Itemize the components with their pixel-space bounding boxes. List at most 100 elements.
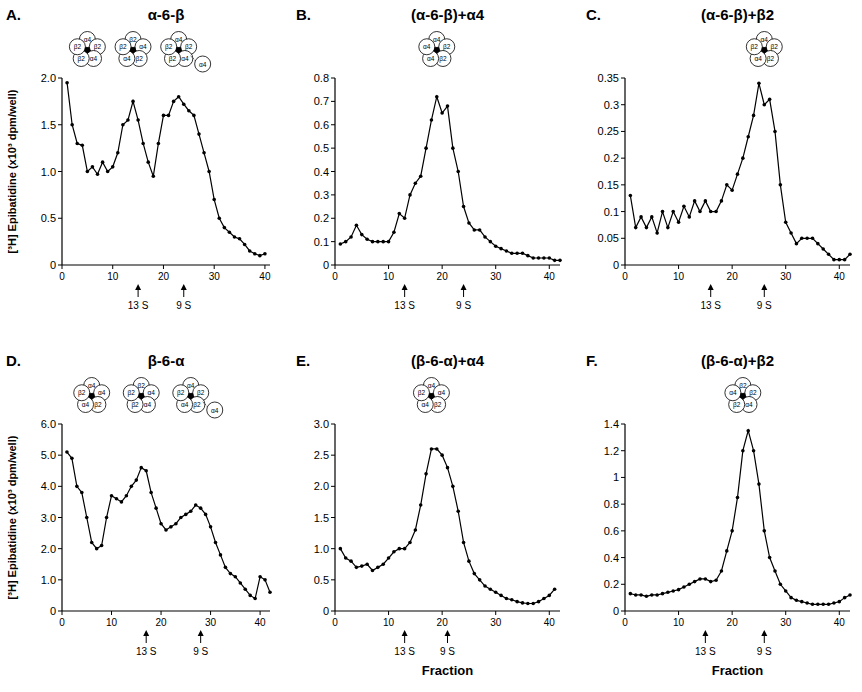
subunit-label: β2: [94, 401, 102, 409]
point: [179, 516, 183, 520]
y-tick: [621, 104, 625, 105]
marker-arrow: [181, 284, 187, 297]
point: [199, 506, 203, 510]
pore: [428, 393, 435, 399]
point: [773, 569, 777, 573]
point: [152, 174, 156, 178]
point: [714, 210, 718, 214]
subunit: [195, 56, 211, 72]
point: [263, 252, 267, 256]
marker-arrow: [143, 630, 149, 643]
arrow-head: [445, 630, 451, 636]
point: [843, 596, 847, 600]
point: [779, 183, 783, 187]
point: [446, 466, 450, 470]
panel-letter: A.: [6, 6, 21, 23]
point: [387, 556, 391, 560]
marker-arrow: [708, 284, 714, 297]
point: [446, 104, 450, 108]
point: [85, 516, 89, 520]
subunit-label: α4: [139, 43, 147, 50]
data: [65, 450, 272, 600]
subunit-label: α4: [199, 61, 207, 68]
y-tick: [331, 148, 335, 149]
point: [515, 252, 519, 256]
x-tick: [62, 265, 63, 269]
subunit-label: α4: [761, 36, 769, 43]
point: [720, 199, 724, 203]
point: [169, 525, 173, 529]
y-axis-title: [³H] Epibatidine (x10³ dpm/well): [6, 89, 18, 253]
point: [116, 151, 120, 155]
y-tick: [621, 584, 625, 585]
pore: [130, 47, 137, 53]
point: [634, 593, 638, 597]
point: [843, 258, 847, 262]
title: (α-6-β)+β2: [701, 6, 774, 23]
marker-label: 9 S: [440, 646, 455, 657]
point: [424, 146, 428, 150]
point: [344, 240, 348, 244]
y-tick: [58, 171, 62, 172]
y-tick: [331, 517, 335, 518]
y-tick: [331, 241, 335, 242]
point: [392, 230, 396, 234]
arrow-head: [708, 284, 714, 290]
x-tick-label: 0: [59, 617, 65, 628]
subunit-label: α4: [438, 389, 446, 396]
subunit-label: α4: [211, 407, 219, 414]
subunit: [413, 385, 429, 401]
arrow-head: [761, 284, 767, 290]
point: [816, 603, 820, 607]
x-tick-label: 40: [255, 617, 267, 628]
point: [253, 252, 257, 256]
pore: [175, 47, 182, 53]
point: [238, 237, 242, 241]
point: [682, 585, 686, 589]
point: [248, 594, 252, 598]
x-tick: [839, 265, 840, 269]
point: [174, 522, 178, 526]
marker-label: 9 S: [456, 300, 471, 311]
point: [827, 603, 831, 607]
point: [768, 98, 772, 102]
point: [537, 600, 541, 604]
subunit-label: β2: [197, 389, 205, 397]
point: [144, 469, 148, 473]
receptor-diagram: α4β2β2α4α4: [419, 32, 455, 67]
x-tick: [625, 265, 626, 269]
y-tick-label: 2.0: [314, 480, 329, 492]
point: [403, 547, 407, 551]
linker: [191, 56, 196, 61]
x-axis: [625, 264, 850, 265]
subunit-label: α4: [745, 401, 753, 408]
point: [95, 547, 99, 551]
point: [505, 597, 509, 601]
x-tick: [732, 265, 733, 269]
point: [789, 596, 793, 600]
panel: C.(α-6-β)+β200.050.10.150.20.250.30.3501…: [586, 6, 852, 311]
x-axis-title: Fraction: [422, 663, 473, 678]
subunit-label: α4: [123, 55, 131, 62]
point: [456, 170, 460, 174]
subunit-label: β2: [434, 401, 442, 409]
point: [111, 165, 115, 169]
x-tick: [388, 611, 389, 615]
y-axis: [624, 424, 625, 611]
y-tick: [621, 184, 625, 185]
point: [489, 240, 493, 244]
x-tick-label: 10: [106, 617, 118, 628]
point: [355, 223, 359, 227]
point: [811, 236, 815, 240]
point: [816, 242, 820, 246]
point: [661, 592, 665, 596]
panel: B.(α-6-β)+α400.10.20.30.40.50.60.70.8010…: [296, 6, 562, 311]
y-tick: [58, 548, 62, 549]
y-tick-label: 0.3: [604, 99, 619, 111]
point: [344, 556, 348, 560]
subunit-label: α4: [187, 382, 195, 389]
panel: F.(β-6-α)+β200.20.40.60.811.21.401020304…: [586, 352, 852, 678]
point: [106, 170, 110, 174]
subunit: [746, 39, 762, 55]
point: [70, 123, 74, 127]
